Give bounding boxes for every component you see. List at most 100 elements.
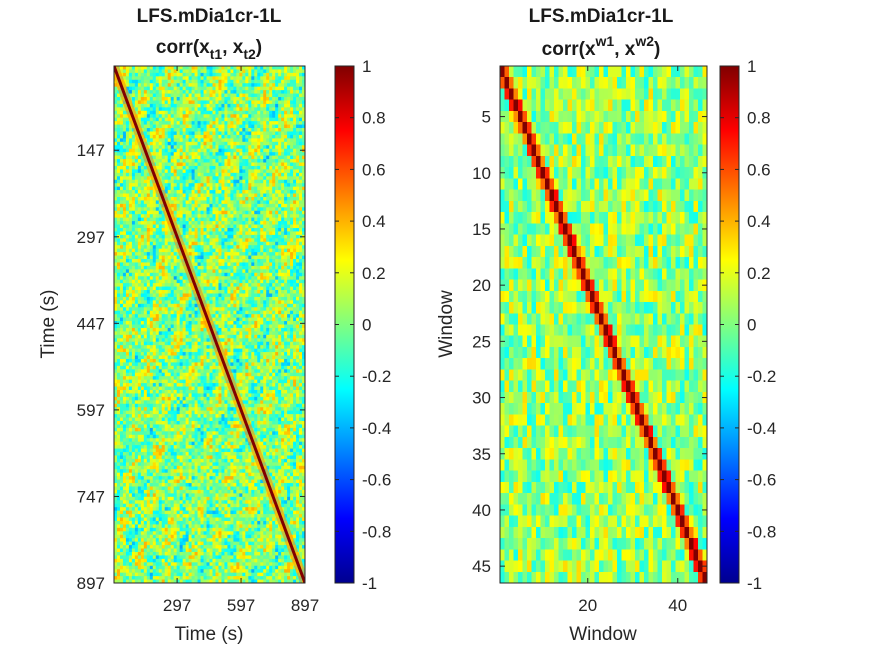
heatmap-cell (257, 293, 261, 298)
heatmap-cell (191, 293, 195, 298)
heatmap-cell (233, 221, 237, 225)
heatmap-cell (146, 290, 151, 294)
heatmap-cell (122, 203, 127, 208)
heatmap-cell (257, 141, 261, 146)
heatmap-cell (302, 300, 305, 305)
heatmap-cell (218, 252, 222, 256)
heatmap-cell (128, 186, 133, 191)
heatmap-cell (293, 327, 297, 332)
heatmap-cell (122, 72, 127, 77)
heatmap-cell (134, 183, 139, 188)
heatmap-cell (239, 134, 243, 139)
heatmap-cell (266, 214, 270, 219)
heatmap-cell (114, 165, 118, 170)
heatmap-cell (173, 179, 178, 184)
heatmap-cell (155, 234, 160, 239)
heatmap-cell (206, 134, 210, 139)
heatmap-cell (242, 124, 246, 129)
heatmap-cell (218, 121, 222, 125)
heatmap-cell (161, 214, 166, 219)
heatmap-cell (170, 327, 175, 332)
heatmap-cell (284, 296, 288, 301)
heatmap-cell (233, 317, 237, 322)
heatmap-cell (245, 183, 249, 188)
heatmap-cell (176, 148, 181, 153)
heatmap-cell (203, 210, 207, 215)
heatmap-cell (131, 72, 136, 77)
heatmap-cell (161, 145, 166, 150)
heatmap-cell (242, 176, 246, 181)
heatmap-cell (239, 148, 243, 153)
heatmap-cell (236, 296, 240, 301)
heatmap-cell (179, 314, 184, 319)
heatmap-cell (239, 186, 243, 191)
heatmap-cell (230, 193, 234, 198)
heatmap-cell (272, 221, 276, 225)
heatmap-cell (161, 293, 166, 298)
heatmap-cell (221, 110, 225, 115)
heatmap-cell (248, 100, 252, 105)
heatmap-cell (203, 252, 207, 256)
heatmap-cell (275, 193, 279, 198)
heatmap-cell (218, 66, 222, 70)
heatmap-cell (143, 203, 148, 208)
heatmap-cell (230, 210, 234, 215)
heatmap-cell (278, 193, 282, 198)
heatmap-cell (197, 103, 201, 108)
heatmap-cell (146, 217, 151, 222)
heatmap-cell (134, 172, 139, 177)
heatmap-cell (254, 245, 258, 250)
heatmap-cell (239, 259, 243, 263)
heatmap-cell (245, 279, 249, 284)
heatmap-cell (185, 66, 190, 70)
heatmap-cell (299, 176, 303, 181)
heatmap-cell (242, 321, 246, 325)
heatmap-cell (278, 210, 282, 215)
heatmap-cell (173, 300, 178, 305)
heatmap-cell (233, 276, 237, 281)
heatmap-cell (275, 283, 279, 287)
heatmap-cell (287, 196, 291, 201)
heatmap-cell (197, 141, 201, 146)
heatmap-cell (281, 283, 285, 287)
heatmap-cell (299, 186, 303, 191)
heatmap-cell (281, 238, 285, 243)
heatmap-cell (224, 255, 228, 260)
heatmap-cell (230, 79, 234, 84)
heatmap-cell (260, 203, 264, 208)
heatmap-cell (266, 276, 270, 281)
heatmap-cell (137, 217, 142, 222)
heatmap-cell (296, 214, 300, 219)
heatmap-cell (233, 176, 237, 181)
heatmap-cell (248, 207, 252, 212)
heatmap-cell (137, 186, 142, 191)
heatmap-cell (116, 117, 121, 122)
heatmap-cell (224, 190, 228, 194)
heatmap-cell (149, 227, 154, 232)
heatmap-cell (131, 227, 136, 232)
heatmap-cell (140, 110, 145, 115)
heatmap-cell (131, 221, 136, 225)
heatmap-cell (155, 296, 160, 301)
heatmap-cell (248, 296, 252, 301)
heatmap-cell (251, 310, 255, 315)
heatmap-cell (260, 303, 264, 308)
heatmap-cell (140, 207, 145, 212)
heatmap-cell (290, 183, 294, 188)
heatmap-cell (284, 172, 288, 177)
heatmap-cell (137, 310, 142, 315)
heatmap-cell (182, 179, 187, 184)
heatmap-cell (290, 186, 294, 191)
heatmap-cell (125, 331, 130, 336)
heatmap-cell (221, 152, 225, 157)
heatmap-cell (248, 307, 252, 312)
heatmap-cell (206, 269, 210, 274)
heatmap-cell (221, 245, 225, 250)
heatmap-cell (227, 145, 231, 150)
heatmap-cell (290, 310, 294, 315)
heatmap-cell (206, 290, 210, 294)
heatmap-cell (287, 269, 291, 274)
heatmap-cell (230, 238, 234, 243)
heatmap-cell (296, 66, 300, 70)
heatmap-cell (158, 128, 163, 132)
